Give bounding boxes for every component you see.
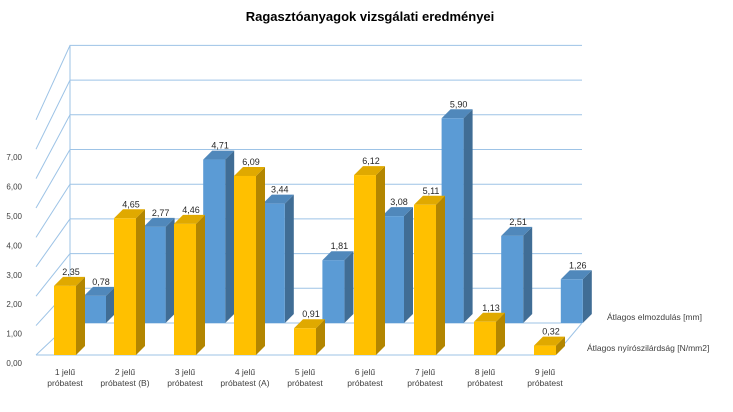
bar-back-series [203,150,235,323]
category-label: próbatest [407,378,443,388]
y-tick-label: 7,00 [6,153,22,162]
gridline [35,79,582,150]
bar-front-series [234,166,265,355]
category-label: próbatest [47,378,83,388]
category-label: próbatest [467,378,503,388]
data-label: 0,78 [92,277,110,287]
series-labels: Átlagos elmozdulás [mm] Átlagos nyírószil… [587,312,709,353]
category-label: próbatest [287,378,323,388]
gridline [35,44,582,121]
bar-back-series [143,217,175,323]
y-tick-label: 0,00 [6,359,22,368]
y-tick-label: 1,00 [6,330,22,339]
bar-back-series [262,194,294,323]
series-label-front: Átlagos nyírószilárdság [N/mm2] [587,343,709,353]
y-axis-ticks: 0,00 1,00 2,00 3,00 4,00 5,00 6,00 7,00 [6,153,22,368]
data-label: 1,81 [331,241,349,251]
data-label: 3,08 [390,197,408,207]
bar-back-series [84,286,115,323]
y-tick-label: 5,00 [6,212,22,221]
bar-front-series [54,276,85,355]
data-label: 1,13 [482,303,500,313]
category-label: 3 jelű [175,367,196,377]
bar-back-series [560,270,592,323]
gridlines [35,44,583,356]
category-label: 5 jelű [295,367,316,377]
category-label: 1 jelű [55,367,76,377]
data-label: 2,35 [62,267,80,277]
category-label: próbatest (B) [100,378,149,388]
gridline [35,183,582,238]
y-tick-label: 2,00 [6,300,22,309]
data-label: 0,32 [542,327,560,337]
bar-front-series [534,336,565,355]
y-tick-label: 3,00 [6,271,22,280]
data-labels: 0,78 2,77 4,71 3,44 1,81 3,08 5,90 2,51 1,26 2,35… [62,99,586,336]
category-label: 9 jelű [535,367,556,377]
bar-front-series [414,195,445,355]
data-label: 3,44 [271,185,289,195]
bar-back-series [501,226,533,323]
bar-front-series [354,166,385,355]
category-label: 4 jelű [235,367,256,377]
series-label-back: Átlagos elmozdulás [mm] [607,312,702,322]
data-label: 5,11 [423,186,440,196]
data-label: 2,77 [152,208,170,218]
category-label: próbatest (A) [220,378,269,388]
bar-back-series [382,207,413,323]
category-label: 2 jelű [115,367,136,377]
category-label: 8 jelű [475,367,496,377]
category-label: 7 jelű [415,367,436,377]
bar-back-series [441,109,473,324]
category-label: próbatest [527,378,563,388]
bar-front-series [114,209,145,355]
data-label: 6,09 [242,157,260,167]
y-tick-label: 6,00 [6,183,22,192]
category-label: próbatest [167,378,203,388]
category-label: 6 jelű [355,367,376,377]
data-label: 0,91 [302,309,320,319]
data-label: 4,65 [122,199,140,209]
data-label: 4,46 [182,205,200,215]
category-label: próbatest [347,378,383,388]
data-label: 4,71 [211,141,229,151]
data-label: 6,12 [362,156,380,166]
chart-title: Ragasztóanyagok vizsgálati eredményei [246,9,495,24]
data-label: 5,90 [450,99,468,109]
bar-back-series [322,251,354,323]
gridline [35,149,582,209]
data-label: 2,51 [509,217,527,227]
bar-front-series [474,312,505,355]
data-label: 1,26 [569,260,587,270]
gridline [35,114,582,179]
bars [54,109,592,355]
bar-front-series [174,214,205,355]
bar-front-series [294,319,325,355]
y-tick-label: 4,00 [6,241,22,250]
